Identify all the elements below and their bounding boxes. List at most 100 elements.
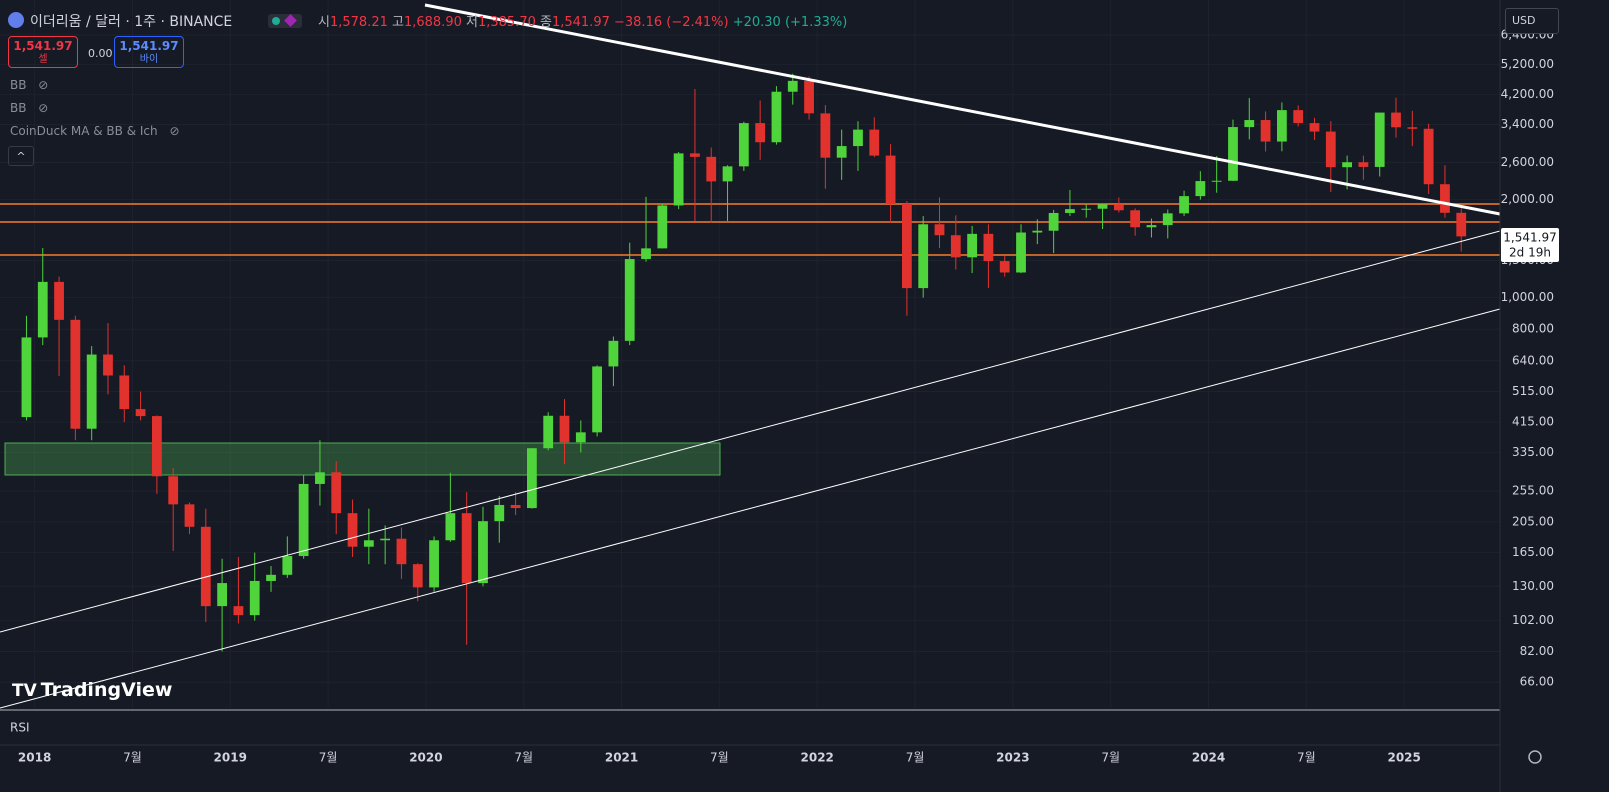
candle-body [983,233,994,262]
candle-body [119,375,130,410]
y-tick-label: 66.00 [1520,675,1554,689]
change: −38.16 (−2.41%) [614,15,729,30]
candle-body [543,415,554,449]
y-tick-label: 2,000.00 [1501,192,1554,206]
currency-select[interactable]: USD [1505,8,1559,34]
candle-body [86,354,97,429]
candle-body [885,155,896,204]
candle-body [771,91,782,143]
x-tick-label: 2024 [1192,751,1225,765]
candle-body [1048,212,1059,231]
trend-line [424,3,1501,216]
status-icon [284,14,297,27]
indicator-name: BB [10,101,27,115]
candle-body [575,432,586,443]
buy-label: 바이 [139,54,159,65]
candle-body [738,123,749,167]
y-tick-label: 4,200.00 [1501,87,1554,101]
x-tick-label: 7월 [1101,751,1120,765]
candle-body [103,354,113,376]
candle-body [690,153,700,157]
candle-body [1342,162,1352,168]
candle-body [1179,196,1189,214]
ohlc-key: 시 [318,15,330,30]
collapse-button[interactable]: ^ [8,146,34,166]
candle-body [249,580,260,616]
candle-body [673,153,684,206]
candle-body [1440,184,1450,213]
candle-body [494,504,505,522]
candle-body [478,521,488,584]
candle-body [1358,162,1369,167]
candle-body [1032,230,1043,233]
candle-body [657,205,668,249]
candle-body [592,366,602,433]
settings-icon[interactable] [1528,750,1542,764]
candle-body [967,233,977,258]
indicator[interactable]: BB ⊘ [10,78,48,92]
candle-body [331,472,342,514]
candle-body [1244,120,1255,128]
candle-body [999,261,1010,273]
x-tick-label: 7월 [906,751,925,765]
y-tick-label: 640.00 [1512,353,1554,367]
candle-body [559,415,570,443]
eye-icon[interactable]: ⊘ [169,124,180,138]
candle-body [217,583,227,607]
candle-body [1293,110,1304,124]
candle-body [787,80,798,92]
candle-body [722,166,733,182]
x-tick-label: 7월 [514,751,533,765]
x-tick-label: 7월 [123,751,142,765]
candle-body [608,340,619,367]
x-tick-label: 2019 [214,751,247,765]
y-tick-label: 102.00 [1512,613,1554,627]
candle-body [1113,204,1124,211]
ohlc-value: 1,688.90 [403,15,462,30]
symbol[interactable]: 이더리움 / 달러 · 1주 · BINANCE [30,14,233,30]
sell-label: 셀 [38,54,48,65]
candles [21,73,1467,652]
candle-body [1016,232,1026,273]
candle-body [527,448,537,509]
indicator[interactable]: CoinDuck MA & BB & Ich ⊘ [10,124,180,138]
candle-body [184,504,195,527]
ohlc-key: 고 [392,15,404,30]
x-tick-label: 7월 [1297,751,1316,765]
ohlc-key: 종 [540,15,552,30]
candle-body [755,123,766,143]
grid [0,0,1500,708]
y-tick-label: 255.00 [1512,483,1554,497]
candle-body [950,235,961,258]
sell-price: 1,541.97 [13,39,73,53]
buy-button[interactable]: 1,541.97 바이 [114,36,184,68]
candle-body [1146,225,1157,228]
indicator[interactable]: BB ⊘ [10,101,48,115]
candle-body [298,483,309,557]
candle-body [70,319,81,429]
candle-body [461,513,472,584]
candle-body [641,248,651,260]
candle-body [1260,120,1271,142]
candle-body [1391,112,1401,128]
eye-icon[interactable]: ⊘ [38,78,49,92]
candle-body [934,224,945,236]
candle-body [1195,181,1206,197]
x-tick-label: 2023 [996,751,1029,765]
candle-body [918,224,929,289]
eye-icon[interactable]: ⊘ [38,101,49,115]
sell-button[interactable]: 1,541.97 셀 [8,36,78,68]
price-label: 1,541.97 [1503,231,1556,245]
x-tick-label: 2021 [605,751,638,765]
candle-body [902,203,912,289]
price-label-box [1501,228,1559,262]
candle-body [804,80,814,114]
indicator-name: CoinDuck MA & BB & Ich [10,124,158,138]
candle-body [54,281,64,320]
y-tick-label: 2,600.00 [1501,155,1554,169]
x-tick-label: 2020 [409,751,442,765]
candle-body [624,259,635,341]
y-tick-label: 1,000.00 [1501,290,1554,304]
x-tick-label: 2025 [1387,751,1420,765]
status-dot [272,17,280,25]
